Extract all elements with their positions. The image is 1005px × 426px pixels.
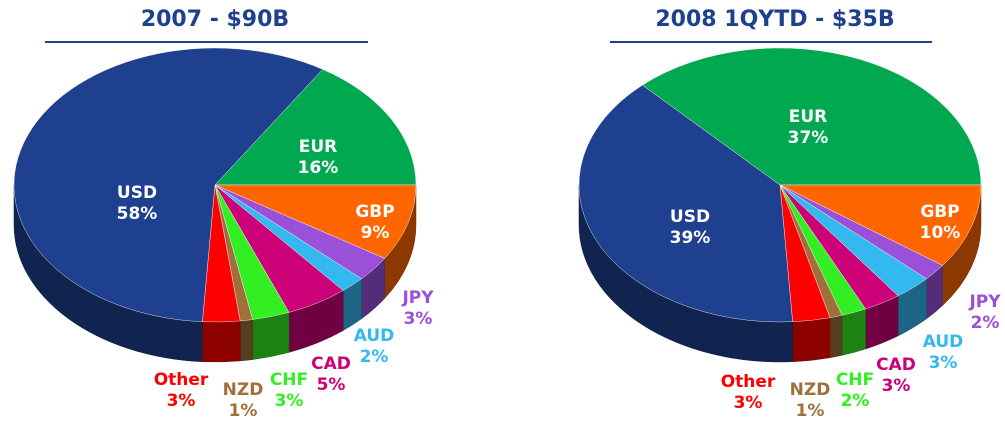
slice-value-label: 2% bbox=[360, 347, 389, 367]
slice-value-label: 3% bbox=[404, 309, 433, 329]
slice-side bbox=[202, 320, 241, 363]
slice-label: AUD bbox=[923, 332, 964, 352]
slice-label: EUR bbox=[299, 137, 338, 157]
slice-value-label: 5% bbox=[317, 375, 346, 395]
chart-title: 2008 1QYTD - $35B bbox=[655, 7, 894, 32]
slice-value-label: 58% bbox=[117, 204, 158, 224]
slice-side bbox=[252, 312, 290, 360]
slice bbox=[214, 184, 417, 259]
slice-value-label: 2% bbox=[841, 391, 870, 411]
slice-label: EUR bbox=[789, 107, 828, 127]
slice-label: USD bbox=[670, 207, 710, 227]
slice-label: JPY bbox=[968, 292, 1001, 312]
slice-value-label: 3% bbox=[734, 393, 763, 413]
slice-value-label: 1% bbox=[796, 401, 825, 421]
slice-value-label: 1% bbox=[229, 401, 258, 421]
chart-title: 2007 - $90B bbox=[141, 7, 289, 32]
slice bbox=[13, 47, 324, 322]
slice-label: AUD bbox=[354, 326, 395, 346]
slice-label: GBP bbox=[355, 202, 394, 222]
slice-label: GBP bbox=[920, 202, 959, 222]
slice-value-label: 3% bbox=[167, 391, 196, 411]
slice-label: CHF bbox=[836, 370, 874, 390]
slice-value-label: 3% bbox=[882, 376, 911, 396]
slice-value-label: 39% bbox=[670, 228, 711, 248]
slice-value-label: 37% bbox=[788, 128, 829, 148]
slice-side bbox=[829, 314, 843, 358]
slice-label: NZD bbox=[223, 380, 264, 400]
slice-side bbox=[792, 317, 831, 362]
slice-label: CHF bbox=[270, 370, 308, 390]
slice-value-label: 3% bbox=[929, 353, 958, 373]
slice-label: CAD bbox=[876, 355, 916, 375]
slice-label: Other bbox=[721, 372, 776, 392]
slice bbox=[642, 47, 982, 186]
slice-label: CAD bbox=[311, 354, 351, 374]
slice-label: JPY bbox=[401, 288, 434, 308]
slice-value-label: 16% bbox=[298, 158, 339, 178]
slice-label: Other bbox=[154, 370, 209, 390]
slice-label: NZD bbox=[790, 380, 831, 400]
slice bbox=[779, 184, 982, 266]
slice-side bbox=[239, 319, 253, 362]
slice bbox=[578, 84, 793, 323]
slice-value-label: 2% bbox=[971, 313, 1000, 333]
slice-side bbox=[841, 308, 866, 356]
slice-value-label: 3% bbox=[275, 391, 304, 411]
slice-value-label: 9% bbox=[361, 223, 390, 243]
slice-value-label: 10% bbox=[920, 223, 961, 243]
slice bbox=[214, 69, 417, 186]
slice-label: USD bbox=[117, 183, 157, 203]
